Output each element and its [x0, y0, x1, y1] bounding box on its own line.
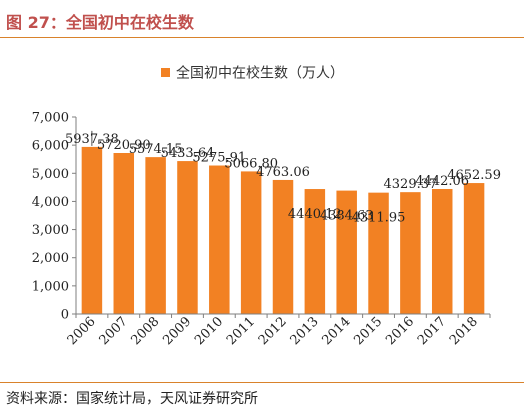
bar: [177, 161, 198, 314]
bar: [113, 153, 135, 314]
x-axis: 2006200720082009201020112012201320142015…: [65, 313, 491, 348]
bar: [368, 192, 389, 314]
y-tick-label: 2,000: [32, 251, 69, 266]
bar: [463, 183, 485, 314]
x-tick-label: 2015: [351, 314, 385, 348]
x-tick-label: 2008: [128, 314, 162, 348]
data-label: 4442.06: [415, 174, 469, 189]
x-tick-label: 2012: [256, 314, 290, 348]
data-label: 5720.90: [97, 138, 151, 153]
y-tick-label: 1,000: [32, 279, 69, 294]
data-label: 5574.15: [129, 142, 183, 157]
bar: [81, 146, 103, 314]
data-label: 4329.37: [384, 177, 438, 192]
bar: [400, 192, 421, 314]
bar: [240, 171, 262, 314]
data-label: 4763.06: [256, 165, 310, 180]
x-tick-label: 2007: [97, 314, 131, 348]
data-label: 4440.12: [288, 207, 342, 222]
y-tick-label: 3,000: [32, 223, 69, 238]
chart-legend: 全国初中在校生数（万人）: [161, 65, 344, 82]
x-tick-label: 2014: [320, 314, 354, 348]
data-labels: 5937.385720.905574.155433.645275.915066.…: [65, 130, 501, 226]
data-label: 5066.80: [224, 156, 278, 171]
x-tick-label: 2017: [415, 314, 449, 348]
data-label: 5275.91: [192, 151, 246, 166]
source-note: 资料来源：国家统计局，天风证券研究所: [6, 391, 258, 407]
figure-title: 图 27：全国初中在校生数: [6, 13, 194, 32]
x-tick-label: 2009: [160, 314, 194, 348]
y-tick-label: 0: [61, 308, 69, 323]
y-tick-label: 6,000: [32, 139, 69, 154]
figure-header: 图 27：全国初中在校生数: [0, 0, 524, 38]
x-tick-label: 2006: [65, 314, 99, 348]
x-tick-label: 2018: [447, 314, 481, 348]
legend-label: 全国初中在校生数（万人）: [176, 65, 344, 82]
bar-chart: 全国初中在校生数（万人） 0 1,000 2,000 3,000 4,000 5,000 6…: [32, 65, 501, 349]
x-tick-label: 2013: [288, 314, 322, 348]
bar: [209, 165, 230, 314]
x-tick-label: 2010: [192, 314, 226, 348]
data-label: 5433.64: [161, 146, 215, 161]
header-rule: [0, 37, 524, 38]
x-tick-label: 2011: [224, 314, 258, 348]
data-label: 4652.59: [447, 168, 501, 183]
footer-rule: [0, 382, 524, 383]
y-tick-label: 7,000: [32, 111, 69, 126]
data-label: 4384.63: [320, 209, 374, 224]
data-label: 4311.95: [352, 211, 406, 226]
bar: [145, 157, 166, 314]
y-tick-label: 5,000: [32, 167, 69, 182]
legend-swatch: [161, 68, 170, 77]
y-tick-label: 4,000: [32, 195, 69, 210]
bar: [431, 188, 453, 314]
bar: [336, 190, 357, 314]
x-tick-label: 2016: [383, 314, 417, 348]
bar-series: [81, 146, 485, 314]
bar: [272, 179, 294, 314]
y-axis: 0 1,000 2,000 3,000 4,000 5,000 6,000 7,000: [32, 111, 77, 323]
bar: [304, 189, 326, 314]
